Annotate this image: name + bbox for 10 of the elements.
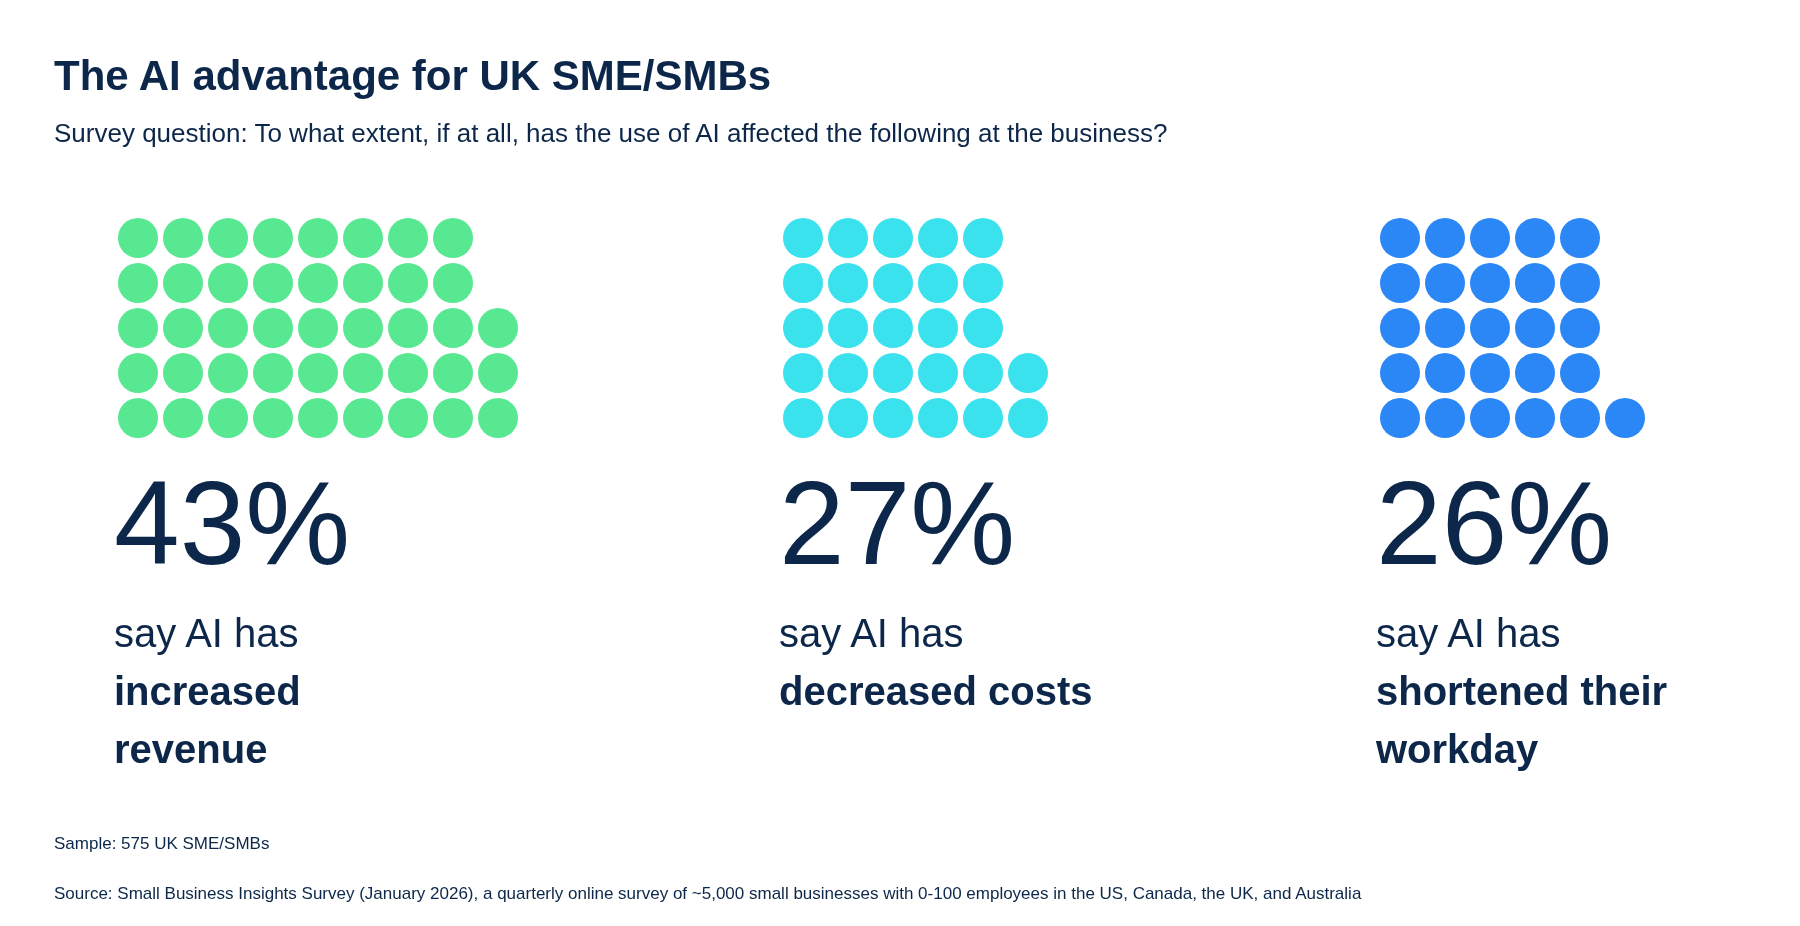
category-label: say AI has decreased costs bbox=[779, 610, 1094, 715]
data-label: 27% bbox=[779, 457, 1017, 589]
category-label: say AI has increased revenue bbox=[114, 610, 302, 773]
source-note: Source: Small Business Insights Survey (January 2026), a quarterly online survey of ~5,000 small businesses with 0-100 employees in the US, Canada, the UK, and Australia bbox=[54, 884, 1362, 904]
data-label: 43% bbox=[114, 457, 352, 589]
data-label: 26% bbox=[1376, 457, 1614, 589]
text: Survey question: To what extent, if at all, has the use of AI affected the following at the business? bbox=[54, 118, 1168, 149]
text: The AI advantage for UK SME/SMBs bbox=[54, 52, 772, 100]
text: Sample: 575 UK SME/SMBs bbox=[54, 834, 270, 854]
category-label: say AI has shortened their workday bbox=[1376, 610, 1669, 773]
